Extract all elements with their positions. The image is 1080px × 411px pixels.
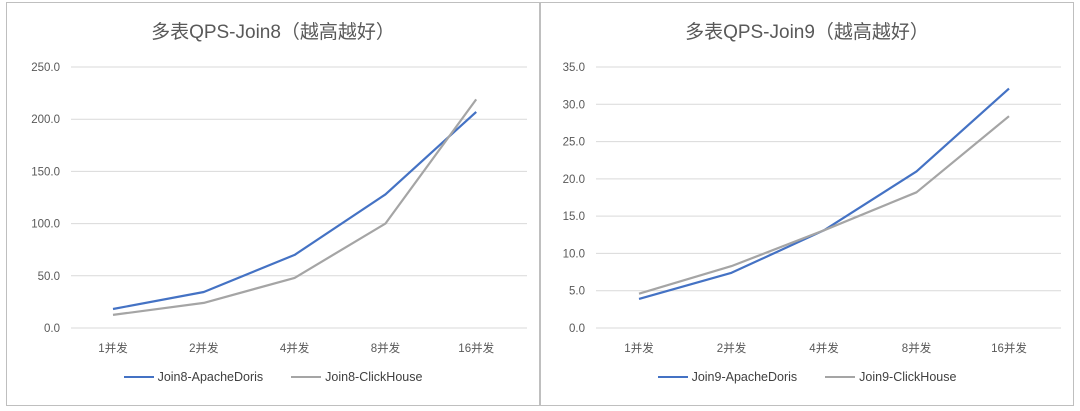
legend-label: Join8-ClickHouse	[325, 370, 423, 384]
line-chart-join9: 0.0 5.0 10.0 15.0 20.0 25.0 30.0 35.0 1并发 2并发 4并发 8…	[563, 62, 1061, 355]
y-tick-label: 15.0	[563, 211, 585, 223]
y-tick-label: 0.0	[44, 323, 60, 335]
y-tick-label: 30.0	[563, 99, 585, 111]
y-tick-label: 0.0	[569, 323, 585, 335]
y-tick-label: 250.0	[31, 62, 60, 74]
y-tick-label: 35.0	[563, 62, 585, 74]
chart-title: 多表QPS-Join8（越高越好）	[151, 22, 395, 43]
y-tick-label: 5.0	[569, 286, 585, 298]
legend-label: Join8-ApacheDoris	[157, 370, 264, 384]
y-tick-label: 20.0	[563, 174, 585, 186]
legend-item-doris: Join8-ApacheDoris	[123, 370, 264, 384]
x-tick-label: 1并发	[624, 341, 654, 355]
series-line	[112, 111, 477, 311]
x-tick-label: 4并发	[809, 341, 839, 355]
y-tick-label: 50.0	[38, 271, 60, 283]
legend-item-clickhouse: Join8-ClickHouse	[291, 370, 422, 384]
y-tick-label: 200.0	[31, 114, 60, 126]
chart-legend: Join9-ApacheDoris Join9-ClickHouse	[541, 370, 1073, 384]
x-tick-label: 16并发	[458, 341, 494, 355]
legend-label: Join9-ClickHouse	[859, 370, 957, 384]
chart-legend: Join8-ApacheDoris Join8-ClickHouse	[7, 370, 539, 384]
line-chart-join8: 0.0 50.0 100.0 150.0 200.0 250.0 1并发 2并发 4并发 8并发 1…	[31, 62, 527, 355]
y-tick-label: 10.0	[563, 248, 585, 260]
legend-swatch-gray-icon	[291, 376, 322, 378]
legend-swatch-gray-icon	[825, 376, 856, 378]
y-tick-label: 25.0	[563, 137, 585, 149]
legend-label: Join9-ApacheDoris	[691, 370, 798, 384]
x-tick-label: 4并发	[280, 341, 310, 355]
legend-swatch-blue-icon	[657, 376, 688, 378]
series-line	[112, 98, 478, 316]
x-tick-label: 8并发	[902, 341, 932, 355]
x-tick-label: 16并发	[991, 341, 1027, 355]
legend-item-clickhouse: Join9-ClickHouse	[825, 370, 956, 384]
chart-title: 多表QPS-Join9（越高越好）	[685, 22, 929, 43]
series-line	[638, 115, 1010, 295]
x-tick-label: 2并发	[717, 341, 747, 355]
chart-panel-join8: 多表QPS-Join8（越高越好） 0.0 50.0 100.0 150.0 200.0…	[6, 2, 540, 406]
chart-panel-join9: 多表QPS-Join9（越高越好） 0.0 5.0 10.0 15.0 20.0 25.0…	[540, 2, 1074, 406]
legend-swatch-blue-icon	[123, 376, 154, 378]
series-line	[638, 87, 1010, 300]
x-tick-label: 2并发	[189, 341, 219, 355]
x-tick-label: 8并发	[371, 341, 401, 355]
y-tick-label: 150.0	[31, 166, 60, 178]
y-tick-label: 100.0	[31, 219, 60, 231]
legend-item-doris: Join9-ApacheDoris	[657, 370, 798, 384]
x-tick-label: 1并发	[98, 341, 128, 355]
